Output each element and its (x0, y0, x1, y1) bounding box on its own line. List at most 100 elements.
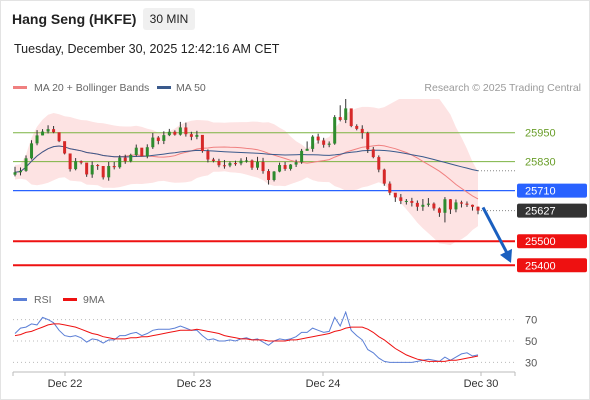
candle-body (118, 157, 122, 168)
candle-body (85, 162, 89, 175)
candle-body (145, 147, 149, 157)
candle-body (432, 203, 436, 209)
candle-body (217, 160, 221, 166)
candle-body (239, 160, 243, 164)
candle-body (338, 117, 342, 120)
rsi-level-label: 70 (525, 315, 537, 327)
candle-body (256, 161, 260, 168)
candle-body (415, 202, 419, 207)
resistance-label-25830: 25830 (525, 157, 556, 169)
support-label-25400: 25400 (525, 260, 556, 272)
rsi-legend-label: RSI (34, 294, 52, 306)
resistance-label-25950: 25950 (525, 128, 556, 140)
candle-body (68, 153, 72, 170)
candle-body (261, 161, 265, 172)
candle-body (399, 197, 403, 201)
rsi-ma-swatch (63, 298, 77, 301)
candle-body (184, 127, 188, 135)
forecast-arrow-shaft (481, 206, 510, 256)
ma50-line (14, 145, 479, 173)
candle-body (459, 202, 463, 204)
candle-body (278, 165, 282, 172)
candle-body (156, 137, 160, 141)
candle-body (101, 166, 105, 178)
last-price-tag (517, 203, 587, 218)
candle-body (393, 192, 397, 198)
bollinger-band (15, 99, 478, 246)
candle-body (167, 131, 171, 136)
candle-body (470, 204, 474, 207)
candle-body (316, 136, 320, 141)
rsi-legend: RSI 9MA (13, 294, 105, 306)
candle-body (19, 170, 23, 173)
candle-body (140, 147, 144, 157)
candle-body (465, 203, 469, 205)
rsi-ma-legend-label: 9MA (83, 294, 105, 306)
candle-body (454, 202, 458, 210)
rsi-level-label: 50 (525, 336, 537, 348)
candle-body (195, 134, 199, 137)
price-legend: MA 20 + Bollinger Bands MA 50 Research ©… (13, 82, 581, 94)
candle-body (112, 166, 116, 168)
candle-body (294, 162, 298, 165)
candle-body (322, 140, 326, 145)
x-tick-label: Dec 30 (464, 378, 499, 390)
rsi-swatch (13, 298, 27, 301)
candle-body (222, 165, 226, 167)
candle-body (300, 150, 304, 163)
candle-body (289, 164, 293, 169)
candle-body (311, 136, 315, 149)
candle-body (377, 157, 381, 170)
candle-body (245, 160, 248, 162)
candle-body (13, 172, 17, 175)
candle-body (96, 165, 100, 167)
candle-body (57, 132, 61, 142)
candle-body (410, 200, 414, 203)
pivot-label-25710: 25710 (525, 186, 556, 198)
support-tag-25500 (517, 234, 587, 249)
candle-body (443, 199, 447, 213)
candle-body (178, 127, 182, 135)
candle-body (63, 141, 67, 154)
x-tick-label: Dec 24 (306, 378, 341, 390)
candle-body (344, 108, 348, 120)
candle-body (228, 163, 232, 166)
candle-body (129, 154, 133, 162)
candle-body (233, 163, 237, 165)
candle-body (371, 149, 375, 158)
candle-body (151, 137, 155, 148)
candle-body (206, 151, 210, 160)
candle-body (448, 199, 452, 210)
ma20-swatch (13, 86, 27, 89)
ma50-legend-label: MA 50 (176, 82, 206, 94)
candle-body (382, 169, 386, 184)
candle-body (200, 134, 204, 152)
forecast-arrow-head (500, 248, 512, 263)
ma20-legend-label: MA 20 + Bollinger Bands (34, 82, 149, 94)
candle-body (162, 135, 166, 141)
rsi-level-label: 30 (525, 357, 537, 369)
candle-body (74, 161, 78, 170)
candle-body (250, 160, 254, 168)
candle-body (272, 171, 276, 180)
candle-body (366, 132, 370, 150)
rsi-chart: 70 50 30 Dec 22 Dec 23 Dec 24 Dec 30 (12, 311, 537, 390)
candle-body (41, 131, 45, 136)
candle-body (123, 157, 127, 162)
candle-body (35, 135, 39, 144)
candle-body (173, 131, 177, 135)
candle-body (79, 161, 83, 163)
timeframe-badge[interactable]: 30 MIN (143, 8, 195, 30)
candle-body (283, 165, 287, 169)
price-chart: 25950 25830 25710 25627 25500 25400 (13, 99, 587, 273)
candle-body (360, 128, 364, 133)
rsi-line (14, 311, 479, 363)
candle-body (267, 171, 271, 180)
candle-body (476, 206, 480, 211)
candle-body (90, 165, 94, 175)
candle-body (388, 183, 392, 193)
candle-body (327, 143, 331, 145)
candle-body (426, 203, 430, 205)
support-tag-25400 (517, 258, 587, 273)
